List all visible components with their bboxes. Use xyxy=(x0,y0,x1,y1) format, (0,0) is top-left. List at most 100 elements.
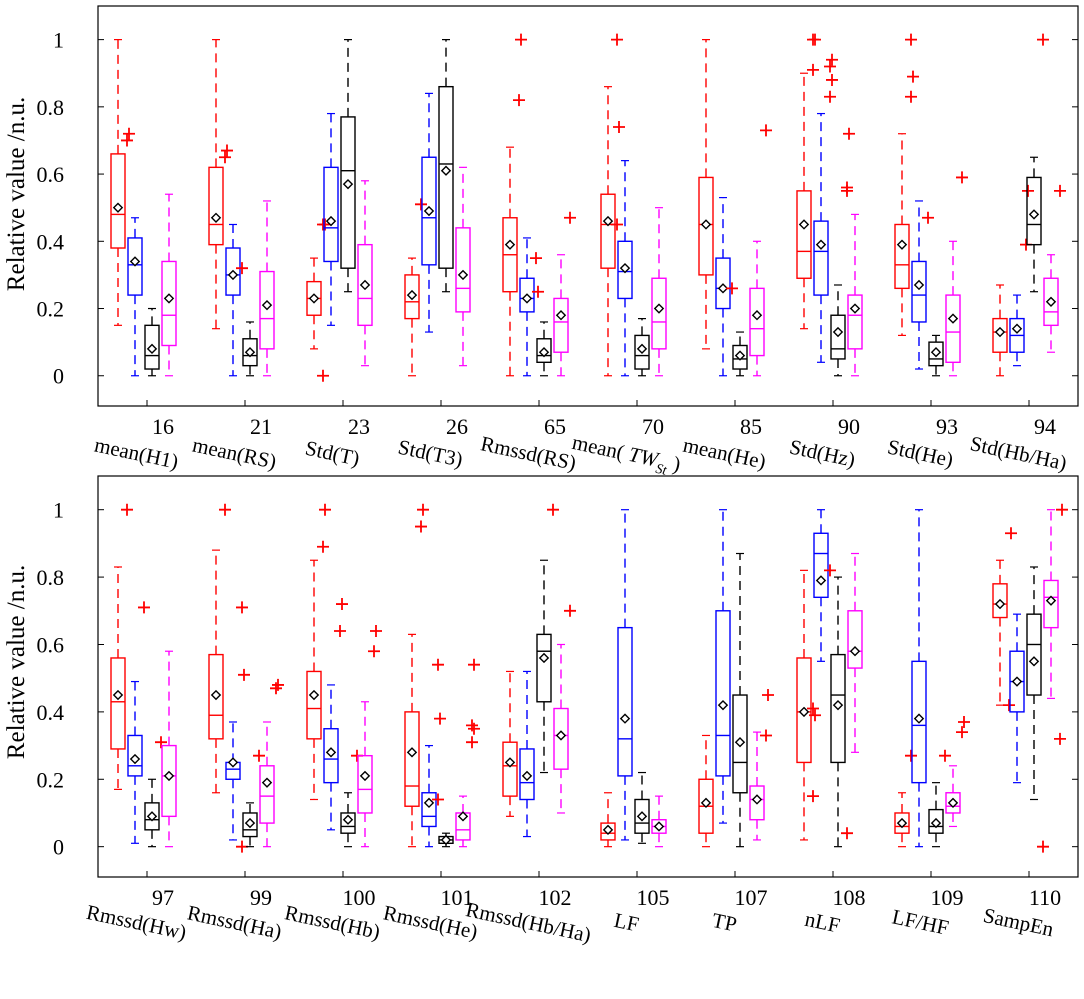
box-108-series-1 xyxy=(796,569,821,841)
mean-marker xyxy=(504,239,516,250)
mean-marker xyxy=(112,202,124,213)
mean-marker xyxy=(440,165,452,176)
mean-marker xyxy=(227,757,239,768)
y-tick-label: 1 xyxy=(53,28,64,53)
outlier-marker xyxy=(515,33,527,46)
mean-marker xyxy=(342,814,354,825)
mean-marker xyxy=(359,279,371,291)
mean-marker xyxy=(1028,656,1040,667)
box-iqr xyxy=(732,694,748,794)
box-iqr xyxy=(323,728,339,784)
mean-marker xyxy=(325,747,337,758)
outlier-marker xyxy=(336,598,348,611)
box-iqr xyxy=(127,237,143,296)
feature-number-label: 65 xyxy=(544,414,566,439)
box-iqr xyxy=(536,633,552,703)
box-iqr xyxy=(928,341,944,367)
feature-number-label: 93 xyxy=(936,414,958,439)
y-tick-label: 0.8 xyxy=(37,95,65,120)
box-iqr xyxy=(634,798,650,834)
box-iqr xyxy=(617,240,633,300)
box-23-series-3 xyxy=(340,39,356,293)
box-102-series-3 xyxy=(536,503,559,774)
box-93-series-4 xyxy=(945,171,968,377)
feature-name-label: Rmssd(Hb/Ha) xyxy=(464,897,593,947)
mean-marker xyxy=(994,598,1006,610)
box-iqr xyxy=(421,792,437,828)
box-iqr xyxy=(208,653,224,740)
outlier-marker xyxy=(905,90,917,103)
feature-number-label: 99 xyxy=(250,885,272,910)
box-26-series-2 xyxy=(421,92,437,333)
mean-marker xyxy=(342,178,354,190)
outlier-marker xyxy=(807,702,819,715)
outlier-marker xyxy=(760,729,772,742)
box-iqr xyxy=(715,610,731,777)
box-107-series-1 xyxy=(698,734,714,848)
box-iqr xyxy=(634,334,650,370)
box-iqr xyxy=(830,653,846,764)
mean-marker xyxy=(555,730,567,741)
mean-marker xyxy=(619,262,631,274)
mean-marker xyxy=(406,747,418,758)
outlier-marker xyxy=(1005,527,1017,540)
outlier-marker xyxy=(272,678,284,691)
box-16-series-1 xyxy=(110,39,135,326)
mean-marker xyxy=(653,303,665,314)
feature-number-label: 16 xyxy=(152,414,174,439)
feature-name-label: Std(T3) xyxy=(396,435,465,472)
box-99-series-3 xyxy=(242,749,265,848)
mean-marker xyxy=(308,689,320,701)
outlier-marker xyxy=(238,668,250,681)
box-iqr xyxy=(1026,613,1042,696)
mean-marker xyxy=(849,646,861,657)
outlier-marker xyxy=(547,503,559,516)
outlier-marker xyxy=(466,736,478,749)
outlier-marker xyxy=(841,181,853,194)
feature-name-subscript: St xyxy=(654,462,669,479)
mean-marker xyxy=(538,347,550,358)
box-65-series-2 xyxy=(519,237,544,377)
box-65-series-3 xyxy=(536,321,552,377)
box-94-series-1 xyxy=(992,284,1008,377)
box-iqr xyxy=(894,812,910,834)
outlier-marker xyxy=(219,151,231,164)
box-iqr xyxy=(340,116,356,269)
outlier-marker xyxy=(611,33,623,46)
box-85-series-1 xyxy=(698,39,714,350)
feature-number-label: 70 xyxy=(642,414,664,439)
box-iqr xyxy=(749,785,765,821)
box-iqr xyxy=(617,626,633,777)
feature-number-label: 107 xyxy=(735,885,768,910)
mean-marker xyxy=(538,652,550,664)
chart-panel-2: Relative value /n.u.00.20.40.60.8197Rmss… xyxy=(3,475,1079,947)
box-iqr xyxy=(421,156,437,266)
box-94-series-3 xyxy=(1026,33,1049,293)
box-iqr xyxy=(600,193,616,269)
outlier-marker xyxy=(611,218,623,231)
box-65-series-4 xyxy=(553,211,576,377)
box-110-series-3 xyxy=(1026,566,1049,853)
y-tick-label: 0.2 xyxy=(37,297,65,322)
feature-number-label: 102 xyxy=(539,885,572,910)
box-iqr xyxy=(1026,176,1042,246)
y-tick-label: 0.4 xyxy=(37,700,65,725)
mean-marker xyxy=(994,326,1006,338)
box-93-series-3 xyxy=(928,334,944,377)
box-26-series-4 xyxy=(455,166,471,367)
feature-number-label: 109 xyxy=(931,885,964,910)
feature-number-label: 94 xyxy=(1034,414,1056,439)
box-iqr xyxy=(992,583,1008,619)
box-101-series-1 xyxy=(404,503,429,848)
y-tick-label: 0.4 xyxy=(37,229,65,254)
box-65-series-1 xyxy=(502,33,527,377)
outlier-marker xyxy=(762,689,774,702)
feature-number-label: 90 xyxy=(838,414,860,439)
mean-marker xyxy=(457,269,469,281)
box-16-series-3 xyxy=(144,307,160,377)
outlier-marker xyxy=(415,520,427,533)
